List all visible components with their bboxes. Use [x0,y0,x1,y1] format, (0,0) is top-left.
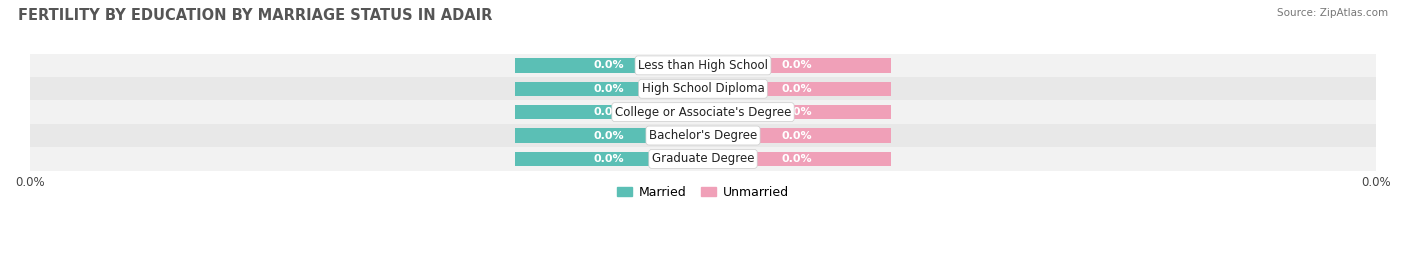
Bar [515,152,703,166]
Text: Source: ZipAtlas.com: Source: ZipAtlas.com [1277,8,1388,18]
Bar [30,100,1376,124]
Bar [515,58,703,73]
Legend: Married, Unmarried: Married, Unmarried [612,181,794,204]
Bar [703,152,891,166]
Bar [30,147,1376,171]
Bar [703,128,891,143]
Bar [515,105,703,120]
Text: 0.0%: 0.0% [593,131,624,140]
Bar [703,58,891,73]
Bar [703,105,891,120]
Text: 0.0%: 0.0% [593,154,624,164]
Text: 0.0%: 0.0% [593,107,624,117]
Bar [515,128,703,143]
Text: 0.0%: 0.0% [593,60,624,70]
Text: 0.0%: 0.0% [782,84,813,94]
Bar [30,54,1376,77]
Text: College or Associate's Degree: College or Associate's Degree [614,106,792,119]
Text: FERTILITY BY EDUCATION BY MARRIAGE STATUS IN ADAIR: FERTILITY BY EDUCATION BY MARRIAGE STATU… [18,8,492,23]
Text: High School Diploma: High School Diploma [641,82,765,95]
Text: 0.0%: 0.0% [782,154,813,164]
Text: Less than High School: Less than High School [638,59,768,72]
Text: 0.0%: 0.0% [593,84,624,94]
Text: 0.0%: 0.0% [782,107,813,117]
Text: 0.0%: 0.0% [782,60,813,70]
Bar [30,124,1376,147]
Text: Graduate Degree: Graduate Degree [652,152,754,165]
Bar [515,81,703,96]
Bar [703,81,891,96]
Text: 0.0%: 0.0% [782,131,813,140]
Bar [30,77,1376,100]
Text: Bachelor's Degree: Bachelor's Degree [650,129,756,142]
